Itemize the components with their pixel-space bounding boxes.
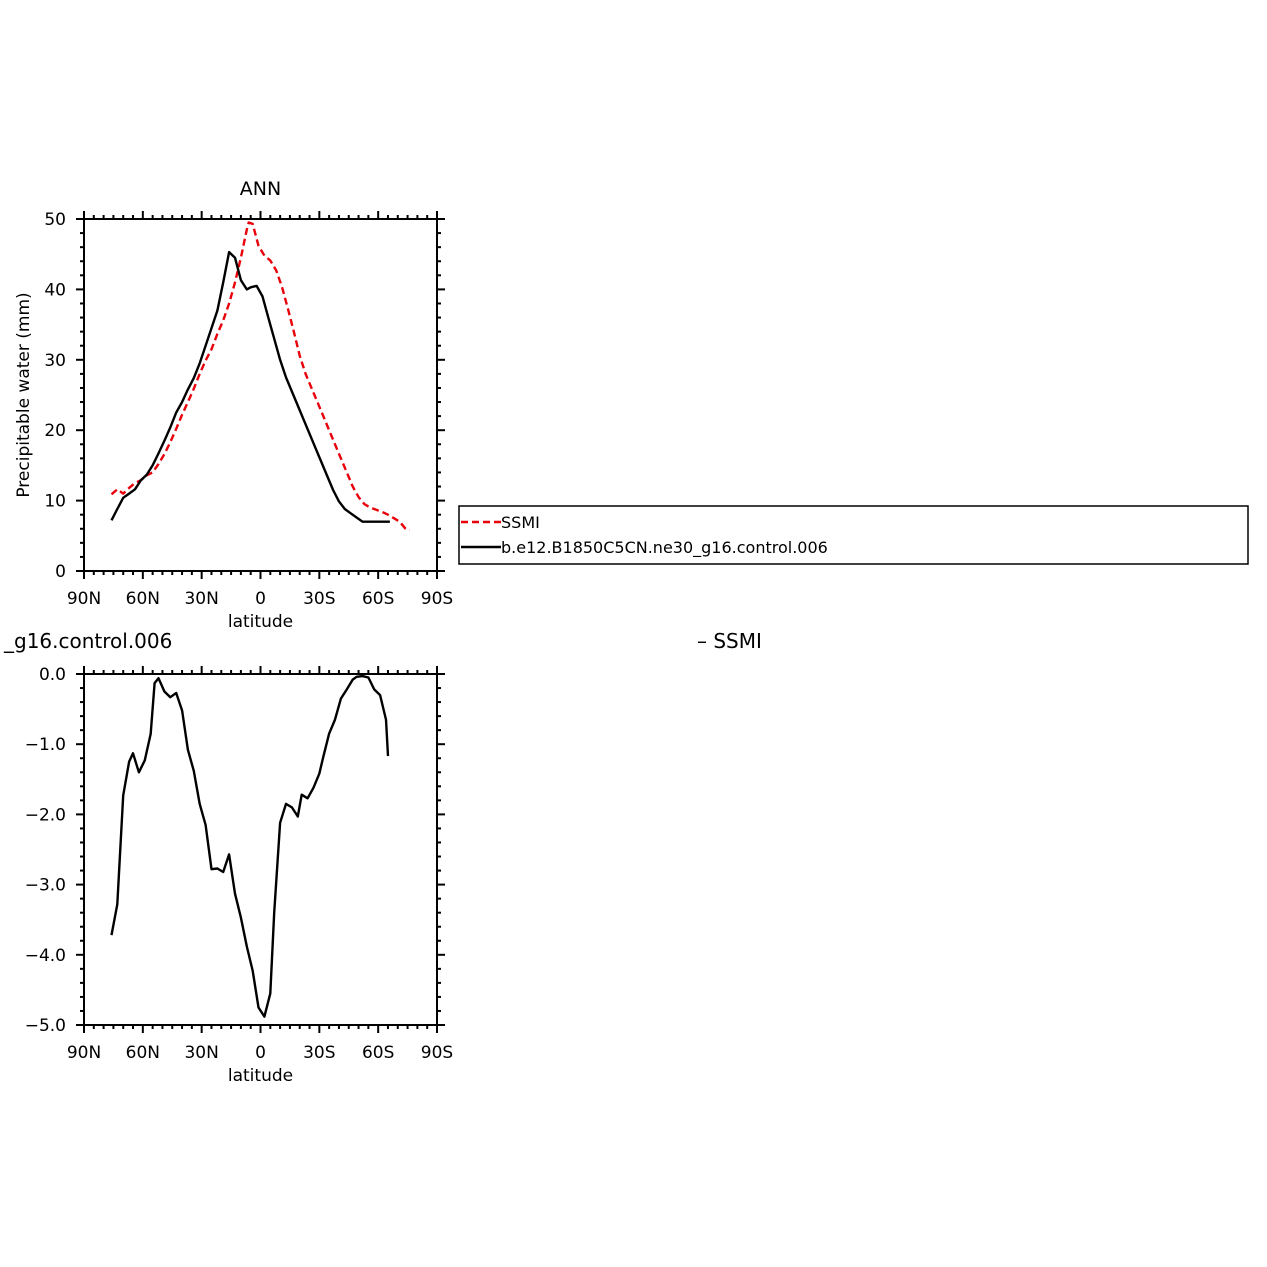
series-line-model-panel-0 — [110, 250, 390, 523]
chart-title-right: – SSMI — [697, 629, 762, 653]
x-tick-label: 60S — [362, 1043, 394, 1063]
panel-bottom: 90N 60N 30N 0 30S 60S 90S 0.0 −1.0 −2.0 −3.0 −4.0 −5… — [3, 629, 762, 1086]
x-tick-label: 30S — [303, 1043, 335, 1063]
series-line-ssmi-panel-0 — [110, 221, 410, 532]
x-tick-label: 60S — [362, 589, 394, 609]
y-tick-label: 10 — [44, 492, 66, 512]
x-axis-label: latitude — [228, 1066, 293, 1086]
x-tick-label: 0 — [255, 1043, 266, 1063]
y-tick-label: 20 — [44, 421, 66, 441]
x-tick-label: 90N — [67, 1043, 101, 1063]
x-tick-label: 30S — [303, 589, 335, 609]
x-tick-label: 0 — [255, 589, 266, 609]
x-tick-label: 90S — [421, 1043, 453, 1063]
legend: SSMI b.e12.B1850C5CN.ne30_g16.control.006 — [458, 505, 1249, 565]
panel-top: 90N 60N 30N 0 30S 60S 90S 0 10 20 30 40 50 latitude Pr… — [14, 178, 453, 632]
x-tick-label: 30N — [184, 1043, 218, 1063]
x-tick-label: 60N — [126, 1043, 160, 1063]
y-axis-label: Precipitable water (mm) — [14, 747, 34, 952]
y-tick-label: 50 — [44, 210, 66, 230]
y-axis-label: Precipitable water (mm) — [14, 292, 34, 497]
chart-title: ANN — [240, 178, 281, 200]
y-tick-label: 30 — [44, 351, 66, 371]
x-tick-label: 90N — [67, 589, 101, 609]
plot-frame — [83, 218, 438, 572]
x-tick-label: 30N — [184, 589, 218, 609]
series-line-model-panel-1 — [110, 674, 390, 1018]
y-tick-label: −4.0 — [25, 946, 66, 966]
x-tick-label: 90S — [421, 589, 453, 609]
y-tick-label: −1.0 — [25, 735, 66, 755]
x-tick-label: 60N — [126, 589, 160, 609]
y-tick-label: 40 — [44, 280, 66, 300]
plot-frame — [83, 673, 438, 1026]
legend-label: SSMI — [501, 513, 540, 532]
y-tick-label: 0 — [55, 562, 66, 582]
y-tick-label: 0.0 — [39, 665, 66, 685]
y-tick-label: −5.0 — [25, 1016, 66, 1036]
y-tick-label: −3.0 — [25, 876, 66, 896]
legend-label: b.e12.B1850C5CN.ne30_g16.control.006 — [501, 538, 828, 558]
x-axis-label: latitude — [228, 612, 293, 632]
legend-box — [458, 505, 1249, 565]
chart-title-left: _g16.control.006 — [3, 629, 172, 653]
y-tick-label: −2.0 — [25, 805, 66, 825]
